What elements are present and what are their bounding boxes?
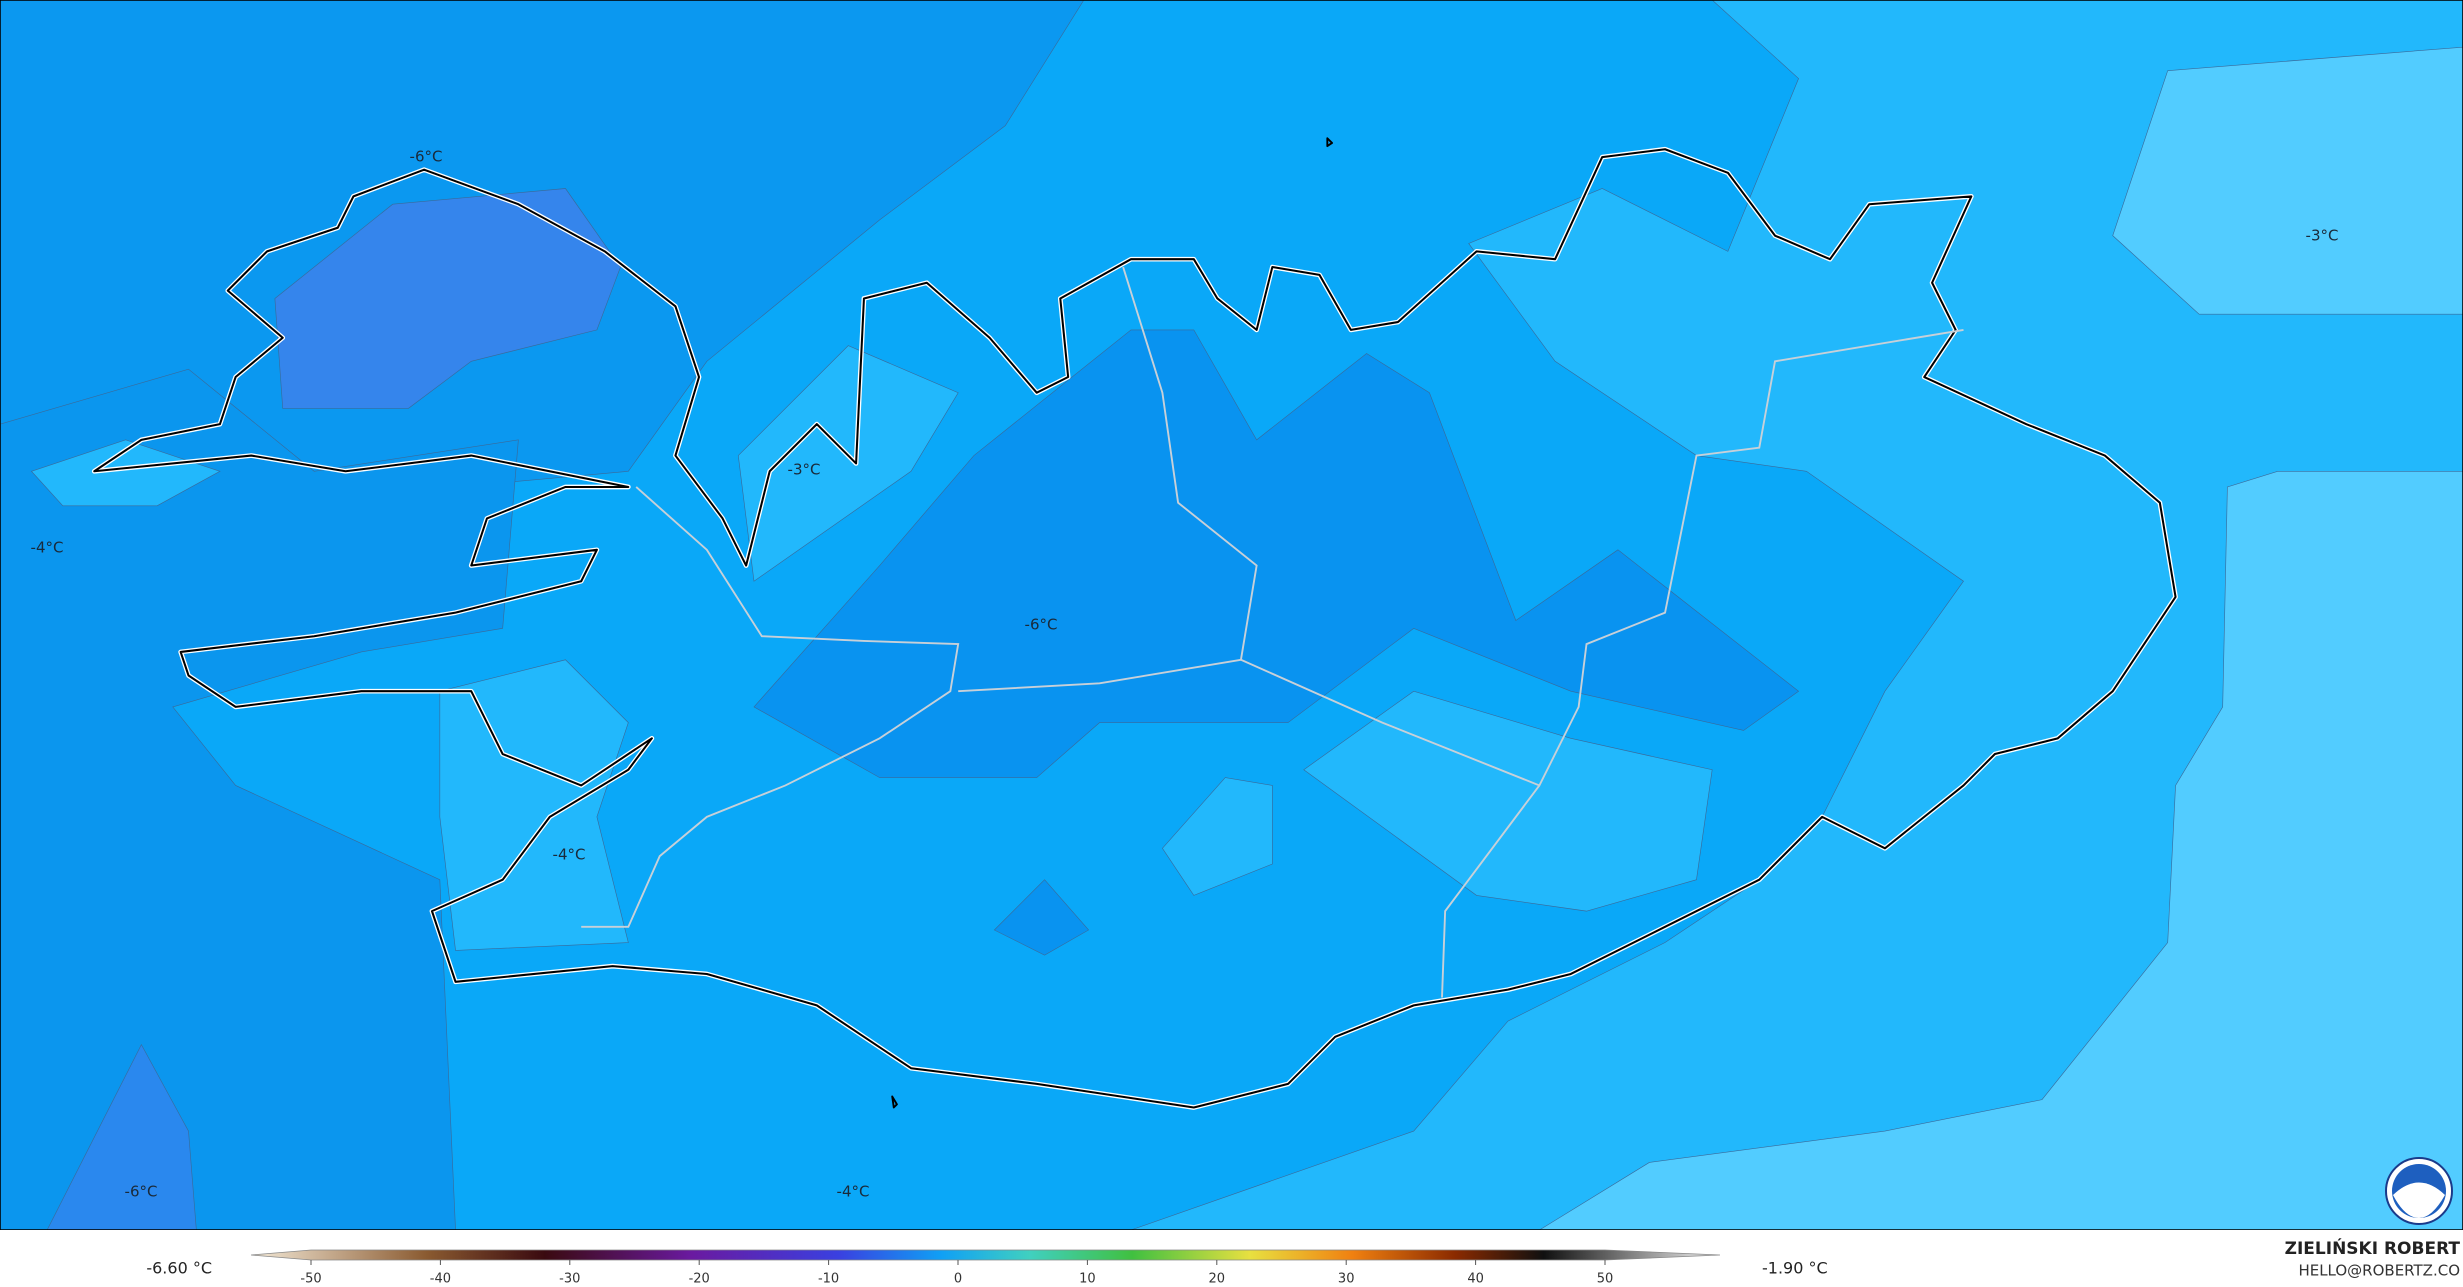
contour-area: [1303, 690, 1713, 912]
roads: [581, 266, 1964, 998]
contour-label: -4°C: [31, 539, 64, 557]
coast-line: [93, 148, 2177, 1109]
contour-area: [993, 879, 1090, 956]
legend-min: -6.60 °C: [146, 1259, 212, 1278]
tick-label: 50: [1597, 1272, 1614, 1287]
tick-label: -40: [430, 1272, 451, 1287]
map: [0, 0, 2463, 1231]
road: [958, 266, 1258, 693]
contour-area: [274, 188, 621, 409]
tick-label: -10: [818, 1272, 839, 1287]
contour-area: [30, 439, 221, 507]
contour-area: [737, 345, 959, 582]
legend-max: -1.90 °C: [1762, 1259, 1828, 1278]
contour-label: -6°C: [125, 1183, 158, 1201]
contour-label: -6°C: [410, 148, 443, 166]
contour-labels: -6°C -3°C -4°C -6°C -4°C -6°C -4°C -3°C: [31, 148, 2339, 1201]
tick-label: 20: [1209, 1272, 1226, 1287]
tick-label: -50: [300, 1272, 321, 1287]
road: [581, 486, 960, 928]
contour-area: [2112, 46, 2463, 315]
tick-label: 40: [1467, 1272, 1484, 1287]
tick-label: 0: [954, 1272, 962, 1287]
credit-email: HELLO@ROBERTZ.CO: [2298, 1262, 2460, 1280]
contour-label: -3°C: [2306, 227, 2339, 245]
tick-label: -30: [559, 1272, 580, 1287]
tick-label: 10: [1079, 1272, 1096, 1287]
contour-label: -4°C: [553, 846, 586, 864]
contour-area: [1161, 777, 1273, 896]
contour-label: -4°C: [837, 1183, 870, 1201]
logo-bird: [2393, 1182, 2445, 1218]
contour-label: -3°C: [788, 461, 821, 479]
islands: [891, 137, 1333, 1109]
tick-label: -20: [689, 1272, 710, 1287]
coastline: [91, 137, 2178, 1110]
road: [1441, 784, 1541, 998]
noaa-logo: [2385, 1157, 2453, 1225]
contour-label: -6°C: [1025, 616, 1058, 634]
colorbar-ticks: -50 -40 -30 -20 -10 0 10 20 30 40 50: [300, 1260, 1613, 1287]
credit-name: ZIELIŃSKI ROBERT: [2285, 1237, 2461, 1259]
contour-area: [439, 659, 629, 951]
road: [1240, 328, 1964, 787]
tick-label: 30: [1338, 1272, 1355, 1287]
contour-area: [753, 329, 1800, 778]
colorbar: [250, 1249, 1721, 1261]
